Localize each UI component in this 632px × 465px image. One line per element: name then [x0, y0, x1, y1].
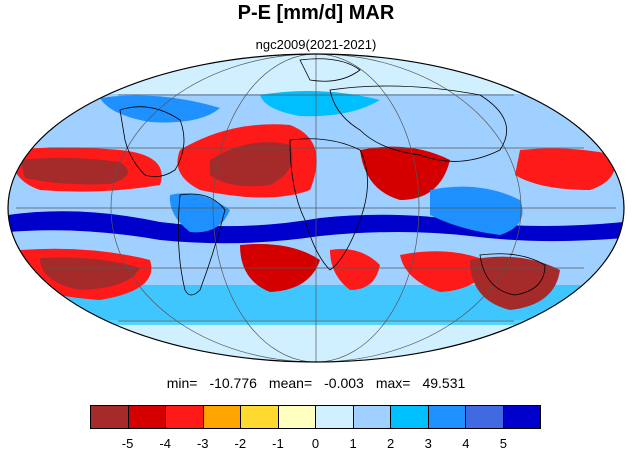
north-atlantic-storm-track — [260, 91, 380, 117]
north-pacific-core-east — [20, 157, 128, 185]
colorbar-swatch-6 — [316, 406, 354, 428]
colorbar-labels: -5 -4 -3 -2 -1 0 1 2 3 4 5 — [90, 436, 541, 452]
min-label: min= — [166, 375, 198, 391]
north-atlantic-core — [210, 142, 293, 187]
colorbar-tick-label: 0 — [311, 436, 320, 451]
colorbar-tick-label: 5 — [499, 436, 508, 451]
maritime-continent-wet — [430, 186, 523, 235]
colorbar-tick-label: -5 — [121, 436, 134, 451]
colorbar — [90, 405, 541, 429]
globe-outline — [7, 53, 625, 363]
colorbar-tick-label: 2 — [387, 436, 395, 451]
australia-dry — [470, 256, 560, 310]
africa-coast — [289, 138, 368, 271]
mean-value: -0.003 — [324, 375, 364, 391]
colorbar-swatch-3 — [203, 406, 241, 428]
southern-africa-dry — [330, 249, 380, 290]
australia-coast — [479, 253, 546, 296]
stats-line: min= -10.776 mean= -0.003 max= 49.531 — [0, 375, 632, 391]
coastlines — [119, 58, 546, 296]
colorbar-swatch-4 — [241, 406, 279, 428]
graticule — [16, 53, 616, 363]
mean-label: mean= — [268, 375, 313, 391]
greenland-coast — [299, 58, 361, 82]
map-title: P-E [mm/d] MAR — [237, 2, 395, 24]
colorbar-swatch-2 — [166, 406, 204, 428]
colorbar-tick-label: 4 — [462, 436, 470, 451]
eurasia-coast — [329, 85, 508, 162]
map-subtitle: ngc2009(2021-2021) — [255, 37, 377, 52]
colorbar-tick-label: -4 — [159, 436, 171, 451]
colorbar-swatch-5 — [278, 406, 316, 428]
indian-ocean-dry — [400, 251, 490, 292]
colorbar-swatch-8 — [391, 406, 429, 428]
min-value: -10.776 — [209, 375, 257, 391]
north-america-coast — [119, 106, 185, 178]
colorbar-tick-label: -1 — [272, 436, 284, 451]
max-value: 49.531 — [422, 375, 466, 391]
colorbar-swatch-7 — [353, 406, 391, 428]
colorbar-tick-label: 1 — [349, 436, 357, 451]
colorbar-swatch-9 — [428, 406, 466, 428]
arabian-dry — [360, 146, 450, 200]
colorbar-tick-label: 3 — [424, 436, 432, 451]
colorbar-swatch-0 — [91, 406, 129, 428]
south-america-coast — [177, 193, 226, 296]
colorbar-swatch-1 — [128, 406, 166, 428]
colorbar-swatch-11 — [503, 406, 540, 428]
colorbar-swatch-10 — [466, 406, 504, 428]
max-label: max= — [375, 375, 411, 391]
north-pacific-storm-track — [100, 95, 220, 123]
colorbar-tick-label: -3 — [196, 436, 209, 451]
north-pacific-dry-west — [515, 148, 616, 190]
south-pacific-core-east — [40, 257, 140, 290]
amazon-wet — [169, 193, 230, 233]
colorbar-tick-label: -2 — [234, 436, 247, 451]
